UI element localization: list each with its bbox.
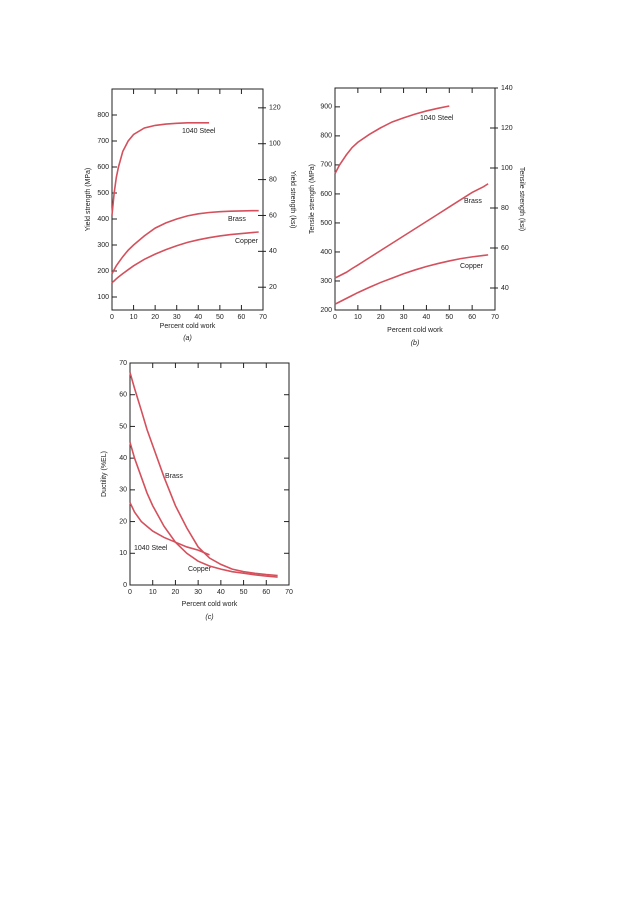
- series-line: [129, 372, 278, 577]
- y2-tick-label: 40: [269, 248, 277, 255]
- x-axis-label: Percent cold work: [182, 601, 238, 608]
- x-tick-label: 10: [149, 589, 157, 596]
- y2-axis-label: Yield strength (ksi): [289, 171, 296, 229]
- y-tick-label: 400: [320, 249, 332, 256]
- series-label: 1040 Steel: [134, 545, 168, 552]
- x-tick-label: 0: [128, 589, 132, 596]
- plot-frame: [334, 87, 496, 311]
- x-tick-label: 30: [173, 314, 181, 321]
- x-tick-label: 20: [377, 314, 385, 321]
- y-tick-label: 10: [119, 550, 127, 557]
- x-tick-label: 20: [172, 589, 180, 596]
- x-tick-label: 20: [151, 314, 159, 321]
- caption: (b): [411, 340, 420, 347]
- y2-tick-label: 120: [269, 105, 281, 112]
- series-label: Brass: [165, 473, 183, 480]
- y-tick-label: 200: [97, 268, 109, 275]
- y2-tick-label: 100: [501, 165, 513, 172]
- y2-tick-label: 100: [269, 141, 281, 148]
- y-tick-label: 600: [320, 191, 332, 198]
- y-tick-label: 700: [97, 138, 109, 145]
- y-tick-label: 30: [119, 487, 127, 494]
- y-tick-label: 50: [119, 423, 127, 430]
- series-label: Copper: [188, 566, 212, 573]
- x-tick-label: 40: [217, 589, 225, 596]
- x-axis-label: Percent cold work: [387, 327, 443, 334]
- y2-tick-label: 140: [501, 85, 513, 92]
- y-tick-label: 800: [320, 133, 332, 140]
- y2-tick-label: 40: [501, 285, 509, 292]
- series-line: [129, 502, 210, 556]
- series-line: [111, 231, 259, 284]
- y2-tick-label: 60: [501, 245, 509, 252]
- series-line: [111, 122, 210, 216]
- y2-tick-label: 120: [501, 125, 513, 132]
- series-label: Brass: [464, 198, 482, 205]
- plot-frame: [111, 88, 264, 311]
- x-tick-label: 70: [491, 314, 499, 321]
- y2-axis-label: Tensile strength (ksi): [518, 167, 525, 231]
- y-tick-label: 900: [320, 104, 332, 111]
- series-line: [334, 105, 450, 174]
- x-tick-label: 60: [262, 589, 270, 596]
- series-line: [334, 254, 489, 305]
- y-tick-label: 0: [123, 582, 127, 589]
- y-tick-label: 60: [119, 392, 127, 399]
- x-tick-label: 40: [194, 314, 202, 321]
- x-tick-label: 0: [110, 314, 114, 321]
- caption: (a): [183, 335, 192, 342]
- y-tick-label: 500: [320, 220, 332, 227]
- x-tick-label: 60: [468, 314, 476, 321]
- y2-tick-label: 80: [501, 205, 509, 212]
- series-line: [334, 183, 489, 279]
- x-tick-label: 50: [240, 589, 248, 596]
- plot-frame: [129, 362, 290, 586]
- x-tick-label: 50: [445, 314, 453, 321]
- x-tick-label: 50: [216, 314, 224, 321]
- y-tick-label: 500: [97, 190, 109, 197]
- y-tick-label: 70: [119, 360, 127, 367]
- series-label: Brass: [228, 216, 246, 223]
- y2-tick-label: 60: [269, 212, 277, 219]
- x-tick-label: 40: [423, 314, 431, 321]
- y-tick-label: 300: [97, 242, 109, 249]
- x-tick-label: 30: [194, 589, 202, 596]
- y-tick-label: 800: [97, 112, 109, 119]
- series-line: [129, 442, 278, 578]
- series-label: Copper: [460, 263, 484, 270]
- x-tick-label: 10: [354, 314, 362, 321]
- x-tick-label: 10: [130, 314, 138, 321]
- x-tick-label: 60: [238, 314, 246, 321]
- y-tick-label: 300: [320, 278, 332, 285]
- series-line: [111, 209, 259, 274]
- y-axis-label: Ductility (%EL): [101, 451, 108, 497]
- y-tick-label: 200: [320, 307, 332, 314]
- y-tick-label: 700: [320, 162, 332, 169]
- x-tick-label: 30: [400, 314, 408, 321]
- y2-tick-label: 20: [269, 284, 277, 291]
- x-tick-label: 70: [285, 589, 293, 596]
- x-tick-label: 70: [259, 314, 267, 321]
- y-axis-label: Tensile strength (MPa): [309, 164, 316, 234]
- y-axis-label: Yield strength (MPa): [85, 168, 92, 232]
- series-label: Copper: [235, 238, 259, 245]
- y-tick-label: 400: [97, 216, 109, 223]
- y-tick-label: 100: [97, 294, 109, 301]
- y-tick-label: 20: [119, 518, 127, 525]
- y-tick-label: 600: [97, 164, 109, 171]
- y2-tick-label: 80: [269, 176, 277, 183]
- x-tick-label: 0: [333, 314, 337, 321]
- caption: (c): [205, 614, 213, 621]
- series-label: 1040 Steel: [420, 115, 454, 122]
- series-label: 1040 Steel: [182, 128, 216, 135]
- y-tick-label: 40: [119, 455, 127, 462]
- x-axis-label: Percent cold work: [160, 323, 216, 330]
